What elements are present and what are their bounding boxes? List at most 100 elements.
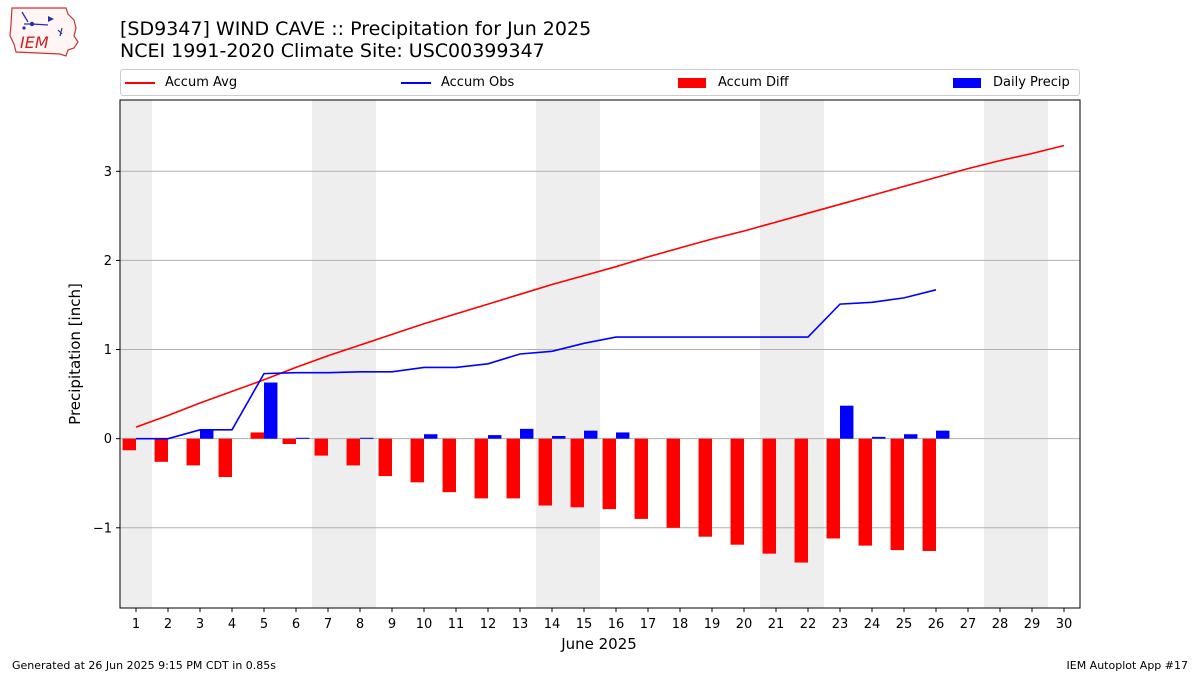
x-tick-label: 28: [992, 617, 1009, 632]
plot-frame: [119, 99, 1081, 609]
accum-diff-bar-day-6: [282, 438, 296, 445]
x-tick-label: 19: [704, 617, 721, 632]
daily-precip-bar-day-15: [584, 430, 598, 439]
x-tick-label: 7: [324, 617, 332, 632]
x-tick-label: 21: [768, 617, 785, 632]
accum-diff-bar-day-11: [442, 438, 456, 493]
accum-diff-bar-day-18: [666, 438, 680, 528]
footer-app: IEM Autoplot App #17: [1066, 659, 1189, 672]
daily-precip-bar-day-12: [488, 435, 502, 439]
legend-label-accum-diff: Accum Diff: [718, 75, 789, 90]
x-tick-label: 1: [132, 617, 140, 632]
y-axis-label: Precipitation [inch]: [66, 283, 84, 425]
x-tick-label: 8: [356, 617, 364, 632]
title-line-2: NCEI 1991-2020 Climate Site: USC00399347: [120, 40, 545, 62]
accum-diff-bar-day-24: [858, 438, 872, 546]
accum-diff-bar-day-21: [762, 438, 776, 554]
x-tick-label: 16: [608, 617, 625, 632]
accum-obs-line: [136, 289, 937, 440]
series-lines: [135, 144, 1065, 440]
footer-generated: Generated at 26 Jun 2025 9:15 PM CDT in …: [12, 659, 277, 672]
x-tick-label: 6: [292, 617, 300, 632]
accum-diff-bar-day-5: [250, 432, 264, 439]
weekend-shade-4: [760, 100, 824, 608]
daily-precip-bar-day-3: [200, 429, 214, 439]
accum-diff-bar-day-17: [634, 438, 648, 519]
weekend-shade-5: [984, 100, 1048, 608]
x-tick-label: 5: [260, 617, 268, 632]
legend-swatch-daily-precip: [953, 77, 981, 88]
x-tick-label: 25: [896, 617, 913, 632]
accum-diff-bar-day-19: [698, 438, 712, 537]
accum-diff-bar-day-3: [186, 438, 200, 466]
legend-swatch-accum-avg: [125, 81, 155, 84]
weekend-shading: [120, 100, 1048, 608]
daily-precip-bar-day-10: [424, 434, 438, 439]
x-tick-label: 11: [448, 617, 465, 632]
legend-item-accum-avg: Accum Avg: [125, 70, 237, 95]
gridlines: [120, 170, 1080, 529]
x-tick-label: 13: [512, 617, 529, 632]
daily-precip-bar-day-14: [552, 435, 566, 439]
accum-diff-bar-day-25: [890, 438, 904, 551]
weekend-shade-3: [536, 100, 600, 608]
legend-swatch-accum-obs: [401, 81, 431, 84]
daily-precip-bar-day-26: [936, 430, 950, 439]
x-tick-label: 29: [1024, 617, 1041, 632]
daily-precip-bar-day-23: [840, 405, 854, 439]
accum-diff-bar-day-8: [346, 438, 360, 466]
accum-diff-bar-day-4: [218, 438, 232, 477]
accum-diff-bar-day-22: [794, 438, 808, 563]
x-tick-label: 22: [800, 617, 817, 632]
daily-precip-bar-day-6: [296, 437, 310, 439]
accum-avg-line: [135, 144, 1065, 428]
x-tick-label: 20: [736, 617, 753, 632]
accum-diff-bar-day-26: [922, 438, 936, 551]
legend-item-accum-diff: Accum Diff: [678, 70, 789, 95]
daily-precip-bar-day-24: [872, 436, 886, 439]
x-axis-label: June 2025: [560, 635, 637, 653]
daily-precip-bar-day-13: [520, 428, 534, 439]
bars: [122, 382, 950, 563]
y-tick-label: 3: [104, 165, 112, 180]
iem-logo: IEM: [9, 7, 79, 57]
x-tick-label: 10: [416, 617, 433, 632]
chart-title: [SD9347] WIND CAVE :: Precipitation for …: [120, 18, 591, 62]
x-tick-label: 30: [1056, 617, 1073, 632]
weekend-shade-2: [312, 100, 376, 608]
x-tick-label: 12: [480, 617, 497, 632]
x-tick-label: 27: [960, 617, 977, 632]
accum-diff-bar-day-20: [730, 438, 744, 545]
legend-label-accum-obs: Accum Obs: [441, 75, 515, 90]
y-tick-label: 2: [104, 254, 112, 269]
x-tick-label: 15: [576, 617, 593, 632]
x-tick-label: 26: [928, 617, 945, 632]
accum-diff-bar-day-1: [122, 438, 136, 451]
daily-precip-bar-day-5: [264, 382, 278, 439]
x-tick-label: 3: [196, 617, 204, 632]
accum-diff-bar-day-13: [506, 438, 520, 499]
y-tick-label: −1: [93, 521, 112, 536]
daily-precip-bar-day-25: [904, 434, 918, 439]
x-tick-label: 9: [388, 617, 396, 632]
accum-diff-bar-day-16: [602, 438, 616, 510]
x-tick-label: 2: [164, 617, 172, 632]
accum-diff-bar-day-7: [314, 438, 328, 456]
legend-item-accum-obs: Accum Obs: [401, 70, 514, 95]
daily-precip-bar-day-8: [360, 437, 374, 439]
chart-legend: Accum Avg Accum Obs Accum Diff Daily Pre…: [120, 69, 1080, 96]
daily-precip-bar-day-16: [616, 432, 630, 439]
accum-diff-bar-day-14: [538, 438, 552, 506]
accum-diff-bar-day-15: [570, 438, 584, 508]
legend-label-accum-avg: Accum Avg: [165, 75, 238, 90]
y-tick-label: 1: [104, 343, 112, 358]
legend-label-daily-precip: Daily Precip: [993, 75, 1070, 90]
x-tick-label: 17: [640, 617, 657, 632]
title-line-1: [SD9347] WIND CAVE :: Precipitation for …: [120, 18, 592, 40]
logo-text: IEM: [20, 33, 49, 52]
accum-diff-bar-day-2: [154, 438, 168, 462]
accum-diff-bar-day-23: [826, 438, 840, 539]
legend-item-daily-precip: Daily Precip: [953, 70, 1070, 95]
